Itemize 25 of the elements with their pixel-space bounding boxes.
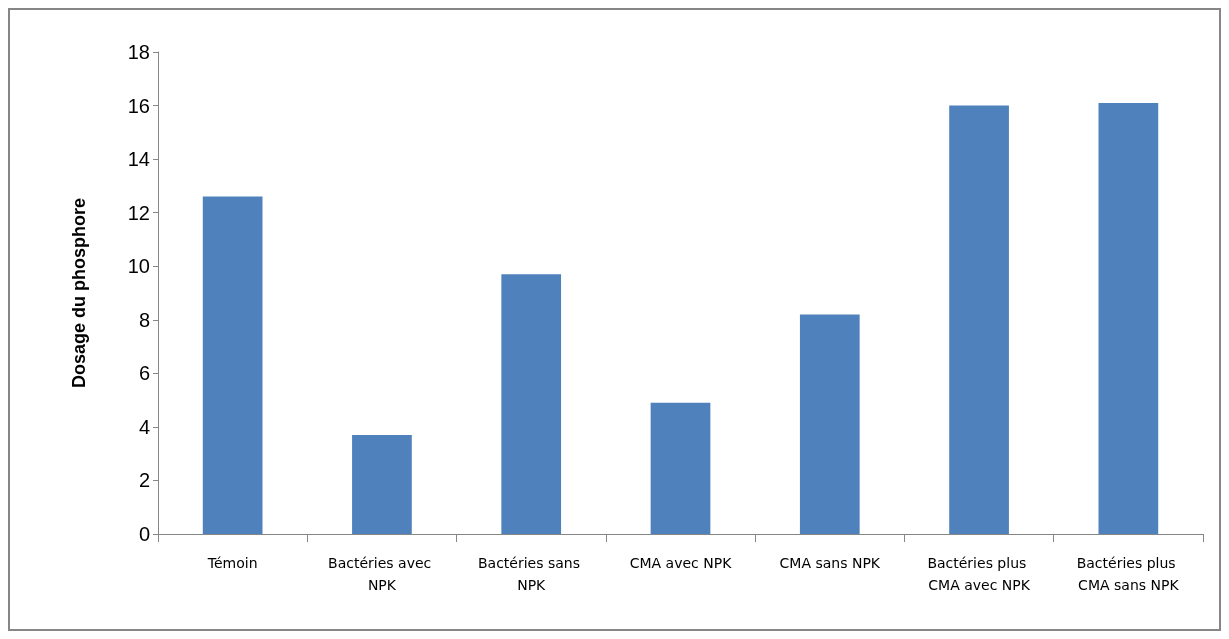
y-tick-label: 12 [127,201,150,224]
x-tick-label: CMA sans NPK [779,555,881,571]
x-tick-label: Bactéries sans NPK [477,555,585,593]
bar [1098,102,1159,534]
x-tick-label: CMA avec NPK [629,555,733,571]
y-tick-label: 8 [138,308,150,331]
y-tick-label: 16 [127,94,150,117]
y-tick-label: 10 [127,255,150,278]
bar [799,314,860,534]
y-axis-title: Dosage du phosphore [69,197,89,389]
bar [202,196,263,534]
x-tick-label: Témoin [206,555,258,571]
bar [949,105,1009,534]
bar [501,274,562,534]
x-tick-label: Bactéries plus CMA sans NPK [1076,555,1181,593]
y-tick-label: 14 [127,148,150,171]
y-tick-label: 6 [138,362,150,385]
y-tick-label: 18 [127,41,150,63]
y-tick-label: 4 [138,415,150,438]
bar [650,402,711,534]
y-tick-label: 0 [138,523,150,545]
x-tick-label: Bactéries avec NPK [328,555,436,593]
bar [352,434,412,534]
y-tick-label: 2 [138,469,150,492]
x-tick-label: Bactéries plus CMA avec NPK [927,555,1031,593]
